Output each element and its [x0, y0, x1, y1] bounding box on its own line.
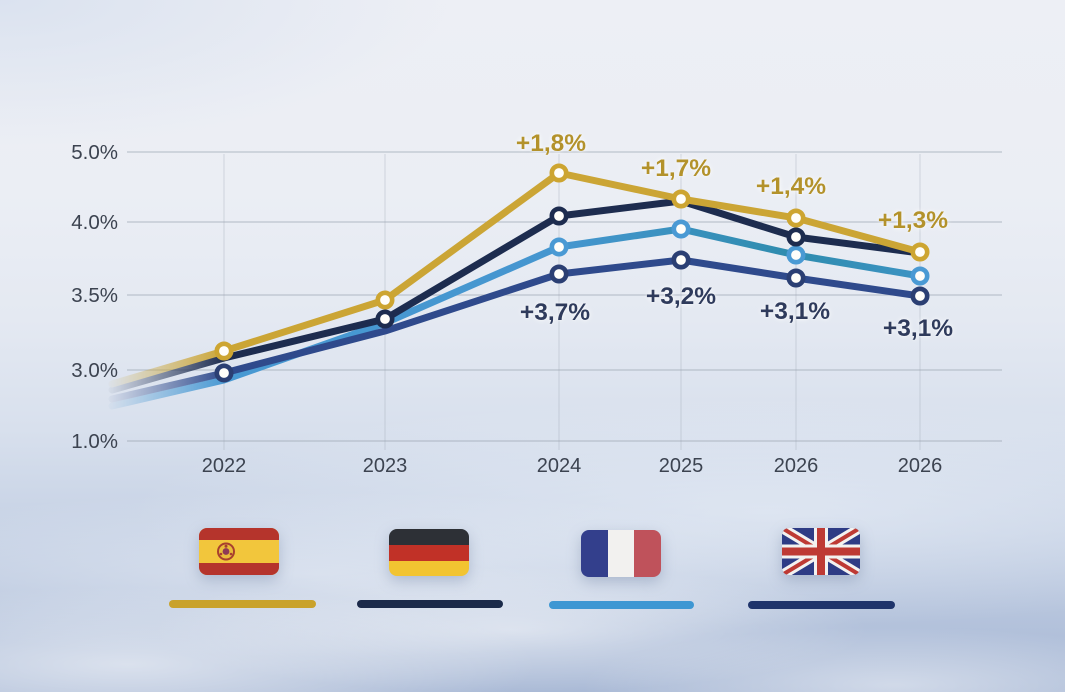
series-markers: [214, 163, 930, 383]
data-point-marker: [375, 309, 395, 329]
data-point-marker: [910, 286, 930, 306]
data-point-marker: [671, 189, 691, 209]
x-tick-label: 2025: [659, 455, 704, 477]
data-point-marker: [786, 268, 806, 288]
x-tick-label: 2026: [774, 455, 819, 477]
x-tick-label: 2024: [537, 455, 582, 477]
data-point-marker: [671, 250, 691, 270]
annotation-label: +3,1%: [883, 315, 953, 342]
y-tick-label: 4.0%: [71, 211, 118, 234]
horizontal-gridlines: [127, 151, 1002, 442]
y-tick-label: 1.0%: [71, 430, 118, 453]
y-tick-label: 3.0%: [71, 359, 118, 382]
annotation-label: +1,3%: [878, 207, 948, 234]
data-point-marker: [549, 264, 569, 284]
data-point-marker: [786, 227, 806, 247]
data-point-marker: [549, 237, 569, 257]
annotation-label: +3,1%: [760, 298, 830, 325]
y-tick-label: 5.0%: [71, 141, 118, 164]
data-point-marker: [786, 208, 806, 228]
data-point-marker: [214, 341, 234, 361]
data-annotations: +1,8% +1,7% +1,4% +1,3% +3,7% +3,2% +3,1% +3,1%: [516, 130, 953, 342]
data-point-marker: [910, 242, 930, 262]
data-point-marker: [671, 219, 691, 239]
data-point-marker: [910, 266, 930, 286]
annotation-label: +3,7%: [520, 299, 590, 326]
data-point-marker: [549, 163, 569, 183]
x-axis-tick-labels: 2022 2023 2024 2025 2026 2026: [202, 455, 943, 477]
data-point-marker: [549, 206, 569, 226]
annotation-label: +1,8%: [516, 130, 586, 157]
data-point-marker: [375, 290, 395, 310]
annotation-label: +1,7%: [641, 155, 711, 182]
x-tick-label: 2023: [363, 455, 408, 477]
x-tick-label: 2022: [202, 455, 247, 477]
y-axis-tick-labels: 5.0% 4.0% 3.5% 3.0% 1.0%: [71, 141, 118, 453]
annotation-label: +1,4%: [756, 173, 826, 200]
data-point-marker: [214, 363, 234, 383]
y-tick-label: 3.5%: [71, 284, 118, 307]
annotation-label: +3,2%: [646, 283, 716, 310]
data-point-marker: [786, 245, 806, 265]
x-tick-label: 2026: [898, 455, 943, 477]
